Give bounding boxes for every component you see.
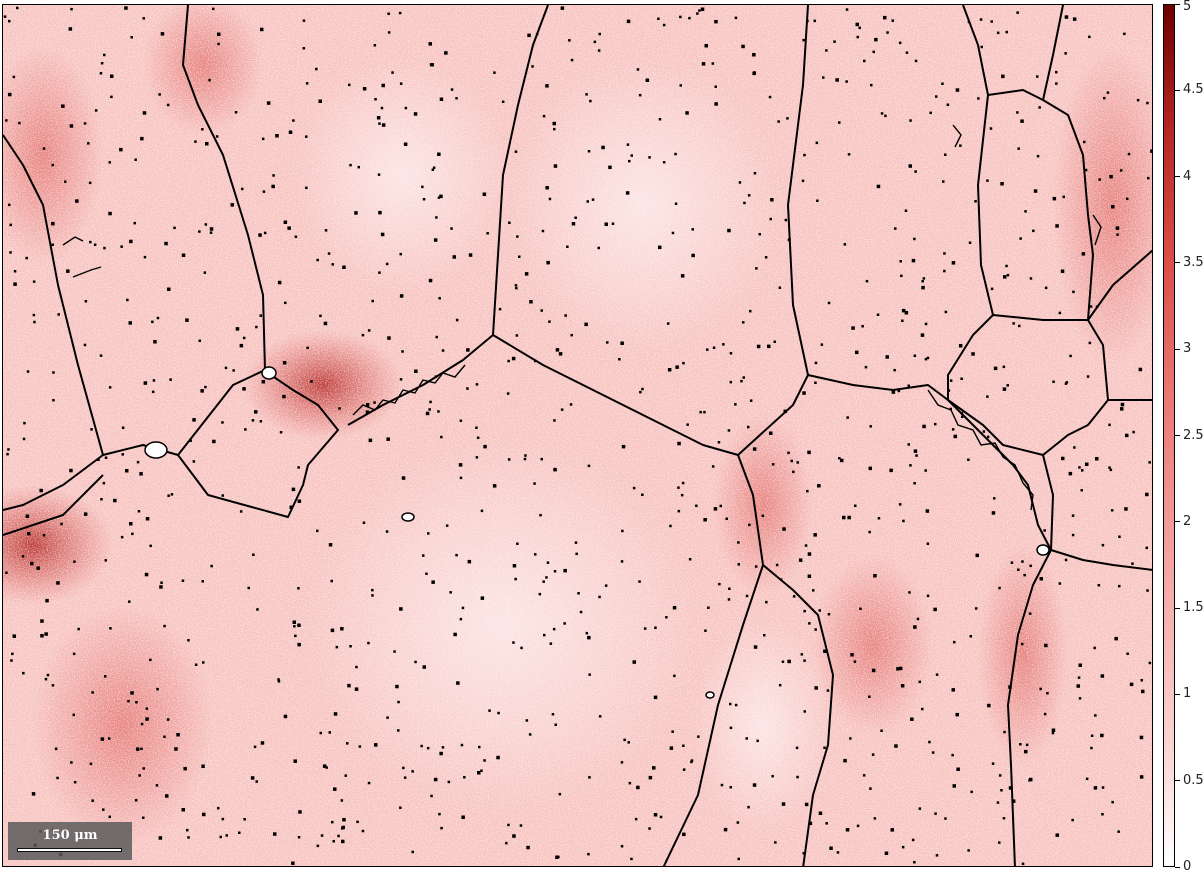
colorbar-tick-mark — [1175, 607, 1180, 609]
colorbar-tick-label: 2 — [1183, 513, 1192, 529]
colorbar-tick-label: 1.5 — [1183, 600, 1204, 616]
colorbar-tick-label: 0 — [1183, 859, 1192, 874]
voids — [144, 366, 1050, 699]
colorbar-tick-mark — [1175, 693, 1180, 695]
colorbar-tick-mark — [1175, 176, 1180, 178]
speckle-noise — [3, 5, 1152, 866]
grain-map-canvas — [3, 5, 1152, 866]
colorbar-tick-label: 0.5 — [1183, 772, 1204, 788]
colorbar-tick-mark — [1175, 348, 1180, 350]
colorbar-tick-mark — [1175, 262, 1180, 264]
colorbar-tick-mark — [1175, 435, 1180, 436]
colorbar-tick-mark — [1175, 866, 1180, 868]
colorbar — [1163, 4, 1175, 867]
colorbar-tick-label: 1 — [1183, 686, 1192, 702]
colorbar-tick-label: 2.5 — [1183, 427, 1204, 443]
scale-bar: 150 μm — [8, 822, 132, 860]
colorbar-tick-mark — [1175, 780, 1180, 782]
colorbar-tick-label: 3 — [1183, 341, 1192, 357]
orientation-map — [2, 4, 1153, 867]
subgrain-fragments — [62, 124, 1102, 511]
colorbar-tick-label: 3.5 — [1183, 254, 1204, 270]
colorbar-tick-mark — [1175, 521, 1180, 523]
scale-bar-line — [17, 848, 122, 852]
indexing-dots — [3, 6, 1152, 866]
colorbar-tick-label: 5 — [1183, 0, 1192, 14]
colorbar-tick-label: 4.5 — [1183, 82, 1204, 98]
colorbar-tick-mark — [1175, 89, 1180, 91]
colorbar-tick-label: 4 — [1183, 168, 1192, 184]
colorbar-tick-mark — [1175, 3, 1180, 5]
scale-bar-label: 150 μm — [42, 828, 98, 843]
